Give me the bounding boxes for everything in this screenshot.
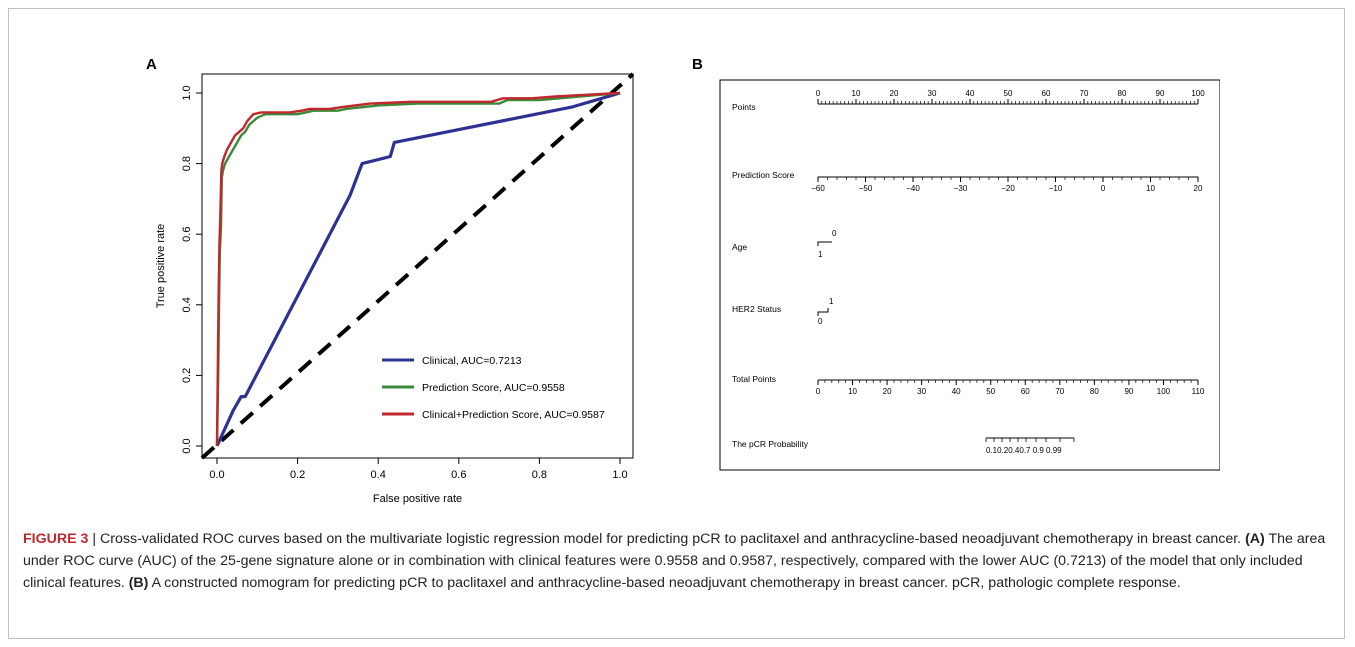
caption-b-tag: (B) <box>128 575 149 591</box>
nomogram-tick-label: −30 <box>954 184 968 193</box>
caption-a-text: The area under ROC curve (AUC) of the 25… <box>23 531 1326 591</box>
nomogram-border <box>719 79 1221 471</box>
legend-entry-label: Prediction Score, AUC=0.9558 <box>422 382 565 394</box>
y-tick-label: 0.0 <box>181 438 193 453</box>
y-tick-label: 0.2 <box>181 368 193 383</box>
nomogram-row-label: The pCR Probability <box>732 439 809 449</box>
nomogram-tick-label: −40 <box>906 184 920 193</box>
nomogram-tick-label: 0 <box>816 89 821 98</box>
nomogram-tick-label: −10 <box>1049 184 1063 193</box>
x-tick-label: 1.0 <box>612 469 627 481</box>
her2-axis <box>817 308 829 316</box>
panel-a-roc: A 0.0 0.2 0.4 0.6 0.8 1.0 0.0 0.2 0.4 0.6 0.8 1.0 Fa… <box>140 56 640 517</box>
panel-b-letter: B <box>692 56 703 73</box>
y-tick-label: 0.4 <box>181 297 193 312</box>
nomogram-tick-label: 110 <box>1192 387 1205 396</box>
nomogram-tick-label: 40 <box>966 89 975 98</box>
nomogram-tick-label: 20 <box>883 387 892 396</box>
nomogram-tick-label: 30 <box>928 89 937 98</box>
nomogram-tick-label: 100 <box>1157 387 1171 396</box>
y-tick-label: 0.8 <box>181 156 193 171</box>
nomogram-row-label: Points <box>732 102 756 112</box>
diagonal-reference-line <box>200 72 635 460</box>
nomogram-tick-label: 80 <box>1118 89 1127 98</box>
nomogram-tick-label: 10 <box>1146 184 1155 193</box>
legend-entry-label: Clinical+Prediction Score, AUC=0.9587 <box>422 409 605 421</box>
pcr-probability-tick-labels: 0.10.20.40.7 0.9 0.99 <box>986 446 1062 455</box>
roc-plot-area: 0.0 0.2 0.4 0.6 0.8 1.0 0.0 0.2 0.4 0.6 0.8 1.0 Fals… <box>155 72 635 505</box>
caption-a-tag: (A) <box>1245 531 1265 547</box>
age-axis <box>817 241 832 246</box>
nomogram-row-label: Age <box>732 242 747 252</box>
nomogram-row-label: HER2 Status <box>732 304 781 314</box>
roc-series-line <box>215 91 621 447</box>
nomogram-tick-label: 90 <box>1124 387 1133 396</box>
nomogram-tick-label: 80 <box>1090 387 1099 396</box>
age-tick-label: 1 <box>818 250 823 259</box>
her2-tick-label: 0 <box>818 317 823 326</box>
nomogram-tick-label: 20 <box>1194 184 1203 193</box>
roc-series-line <box>215 91 621 447</box>
nomogram-tick-label: 0 <box>1101 184 1106 193</box>
caption-figure-label: FIGURE 3 <box>23 531 89 547</box>
nomogram-tick-label: 70 <box>1055 387 1064 396</box>
caption-b-text: A constructed nomogram for predicting pC… <box>151 575 1181 591</box>
nomogram-row-label: Prediction Score <box>732 170 795 180</box>
nomogram-tick-label: 50 <box>1004 89 1013 98</box>
nomogram-tick-label: 10 <box>852 89 861 98</box>
x-tick-label: 0.8 <box>532 469 547 481</box>
nomogram-row-label: Total Points <box>732 374 776 384</box>
nomogram-tick-label: 60 <box>1042 89 1051 98</box>
nomogram-tick-label: 60 <box>1021 387 1030 396</box>
y-tick-label: 1.0 <box>181 85 193 100</box>
y-tick-label: 0.6 <box>181 227 193 242</box>
panel-a-letter: A <box>146 56 157 73</box>
x-axis-label: False positive rate <box>373 493 462 505</box>
x-tick-label: 0.2 <box>290 469 305 481</box>
nomogram-tick-label: 10 <box>848 387 857 396</box>
nomogram-tick-label: −60 <box>811 184 825 193</box>
panel-b-nomogram: B Points 0 10 20 30 40 50 60 70 80 90 100 Prediction… <box>692 56 1221 477</box>
x-tick-label: 0.4 <box>371 469 386 481</box>
roc-plot-border <box>201 73 634 459</box>
nomogram-tick-label: 0 <box>816 387 821 396</box>
y-axis-label: True positive rate <box>155 224 167 309</box>
roc-chart: 0.0 0.2 0.4 0.6 0.8 1.0 0.0 0.2 0.4 0.6 0.8 1.0 Fals… <box>155 72 635 505</box>
caption-intro: Cross-validated ROC curves based on the … <box>100 531 1242 547</box>
nomogram-tick-label: 40 <box>952 387 961 396</box>
x-tick-label: 0.0 <box>209 469 224 481</box>
nomogram-tick-label: 100 <box>1191 89 1205 98</box>
figure-frame <box>8 8 1345 639</box>
legend-entry-label: Clinical, AUC=0.7213 <box>422 355 522 367</box>
nomogram-tick-label: 30 <box>917 387 926 396</box>
x-tick-label: 0.6 <box>451 469 466 481</box>
nomogram-tick-label: 20 <box>890 89 899 98</box>
nomogram-tick-label: 90 <box>1156 89 1165 98</box>
nomogram-tick-label: −50 <box>859 184 873 193</box>
nomogram-tick-label: 70 <box>1080 89 1089 98</box>
figure-caption: FIGURE 3 | Cross-validated ROC curves ba… <box>23 528 1328 594</box>
age-tick-label: 0 <box>832 229 837 238</box>
her2-tick-label: 1 <box>829 297 834 306</box>
nomogram-tick-label: −20 <box>1001 184 1015 193</box>
caption-separator: | <box>88 531 101 547</box>
nomogram-tick-label: 50 <box>986 387 995 396</box>
